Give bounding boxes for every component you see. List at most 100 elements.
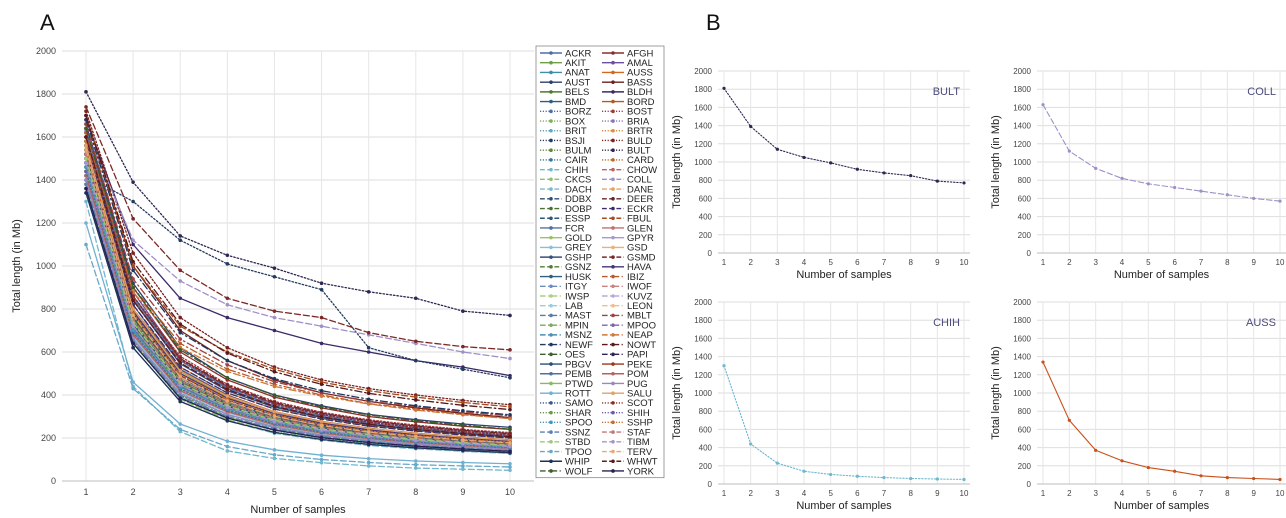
- legend-marker: [611, 440, 615, 444]
- data-point-buld: [178, 316, 182, 320]
- x-axis-label: Number of samples: [250, 504, 346, 516]
- y-tick-label: 600: [699, 194, 713, 203]
- data-point-auss: [1147, 466, 1150, 469]
- legend-marker: [611, 411, 615, 415]
- chart-panel-b-bult: 02004006008001000120014001600180020001 2 3…: [671, 67, 970, 281]
- data-point-terv: [461, 438, 465, 442]
- legend-marker: [611, 216, 615, 220]
- legend-marker: [549, 110, 553, 114]
- data-point-coll: [1068, 149, 1071, 152]
- data-point-york: [414, 444, 418, 448]
- data-point-coll: [1173, 186, 1176, 189]
- data-point-salu: [226, 394, 230, 398]
- legend-marker: [549, 353, 553, 357]
- data-point-salu: [84, 144, 88, 148]
- legend-marker: [611, 430, 615, 434]
- data-point-tibm: [461, 442, 465, 446]
- data-point-bult: [461, 309, 465, 313]
- x-tick-label: 6: [855, 489, 860, 498]
- legend-marker: [611, 323, 615, 327]
- series-line-bult: [86, 92, 510, 316]
- x-tick-label: 1: [83, 487, 88, 497]
- data-point-york: [226, 416, 230, 420]
- y-tick-label: 1400: [1013, 122, 1031, 131]
- legend-marker: [549, 440, 553, 444]
- data-point-bldh: [320, 342, 324, 346]
- y-tick-label: 0: [1027, 480, 1032, 489]
- data-point-terv: [414, 435, 418, 439]
- data-point-chih: [802, 470, 805, 473]
- data-point-newf: [273, 377, 277, 381]
- y-tick-label: 1200: [1013, 140, 1031, 149]
- data-point-whwt: [414, 428, 418, 432]
- y-axis-label: Total length (in Mb): [990, 346, 1002, 440]
- data-point-newf: [367, 398, 371, 402]
- legend-marker: [549, 314, 553, 318]
- y-tick-label: 800: [699, 407, 713, 416]
- data-point-tpoo: [461, 464, 465, 468]
- data-point-tibm: [273, 420, 277, 424]
- data-point-nowt: [178, 322, 182, 326]
- data-point-york: [508, 450, 512, 454]
- legend-marker: [611, 187, 615, 191]
- data-point-auss: [1120, 459, 1123, 462]
- data-point-chih: [776, 461, 779, 464]
- data-point-chih: [882, 476, 885, 479]
- data-point-tibm: [131, 324, 135, 328]
- legend-marker: [549, 362, 553, 366]
- x-tick-label: 10: [960, 258, 969, 267]
- y-tick-label: 1800: [1013, 316, 1031, 325]
- data-point-nowt: [461, 404, 465, 408]
- data-point-wolf: [178, 348, 182, 352]
- data-point-york: [273, 428, 277, 432]
- data-point-bult: [131, 180, 135, 184]
- legend-marker: [549, 382, 553, 386]
- legend-marker: [549, 343, 553, 347]
- x-tick-label: 5: [828, 489, 833, 498]
- legend-marker: [611, 51, 615, 55]
- y-tick-label: 200: [1018, 231, 1032, 240]
- legend-marker: [549, 80, 553, 84]
- data-point-bsji: [226, 262, 230, 266]
- data-point-wolf: [84, 127, 88, 131]
- data-point-gsmd: [414, 339, 418, 343]
- data-point-chih: [461, 467, 465, 471]
- data-point-chih: [273, 457, 277, 461]
- x-tick-label: 1: [1041, 258, 1046, 267]
- y-tick-label: 2000: [1013, 298, 1031, 307]
- data-point-mblt: [178, 337, 182, 341]
- data-point-gsmd: [508, 348, 512, 352]
- x-axis-label: Number of samples: [1114, 269, 1210, 281]
- series-line-chih: [724, 366, 964, 480]
- series-line-gsmd: [86, 107, 510, 350]
- y-tick-label: 2000: [694, 67, 712, 76]
- legend-marker: [611, 353, 615, 357]
- x-tick-label: 7: [366, 487, 371, 497]
- data-point-newf: [131, 269, 135, 273]
- data-point-neap: [226, 370, 230, 374]
- data-point-wolf: [320, 405, 324, 409]
- data-point-bult: [178, 234, 182, 238]
- x-tick-label: 5: [272, 487, 277, 497]
- chart-panel-a: 02004006008001000120014001600180020001 2 3…: [11, 46, 534, 516]
- legend-marker: [611, 80, 615, 84]
- legend-marker: [611, 168, 615, 172]
- x-tick-label: 9: [1251, 258, 1256, 267]
- data-point-wolf: [461, 424, 465, 428]
- legend-marker: [611, 90, 615, 94]
- x-axis-label: Number of samples: [1114, 500, 1210, 512]
- y-tick-label: 400: [699, 444, 713, 453]
- data-point-york: [320, 436, 324, 440]
- chart-panel-b-coll: 02004006008001000120014001600180020001 2 3…: [990, 67, 1286, 281]
- data-point-neap: [461, 413, 465, 417]
- data-point-mblt: [131, 277, 135, 281]
- x-tick-label: 8: [1225, 489, 1230, 498]
- y-tick-label: 1200: [694, 371, 712, 380]
- data-point-york: [178, 396, 182, 400]
- data-point-rott: [508, 462, 512, 466]
- legend-marker: [611, 421, 615, 425]
- legend-marker: [549, 178, 553, 182]
- data-point-auss: [1173, 470, 1176, 473]
- data-point-nowt: [226, 351, 230, 355]
- legend-marker: [611, 119, 615, 123]
